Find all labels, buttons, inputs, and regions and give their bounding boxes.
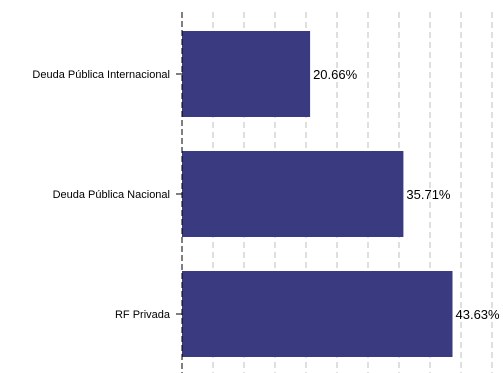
bar bbox=[182, 31, 311, 117]
category-label: Deuda Pública Nacional bbox=[53, 189, 170, 201]
data-label: 43.63% bbox=[456, 307, 501, 322]
y-axis bbox=[176, 12, 183, 373]
data-labels: 20.66% 35.71% 43.63% bbox=[313, 67, 500, 322]
category-label: RF Privada bbox=[115, 309, 171, 321]
bar bbox=[182, 151, 404, 237]
data-label: 20.66% bbox=[313, 67, 358, 82]
category-labels: Deuda Pública Internacional Deuda Pública… bbox=[32, 69, 170, 321]
data-label: 35.71% bbox=[406, 187, 451, 202]
bars bbox=[182, 31, 453, 357]
bar bbox=[182, 271, 453, 357]
category-label: Deuda Pública Internacional bbox=[32, 69, 170, 81]
